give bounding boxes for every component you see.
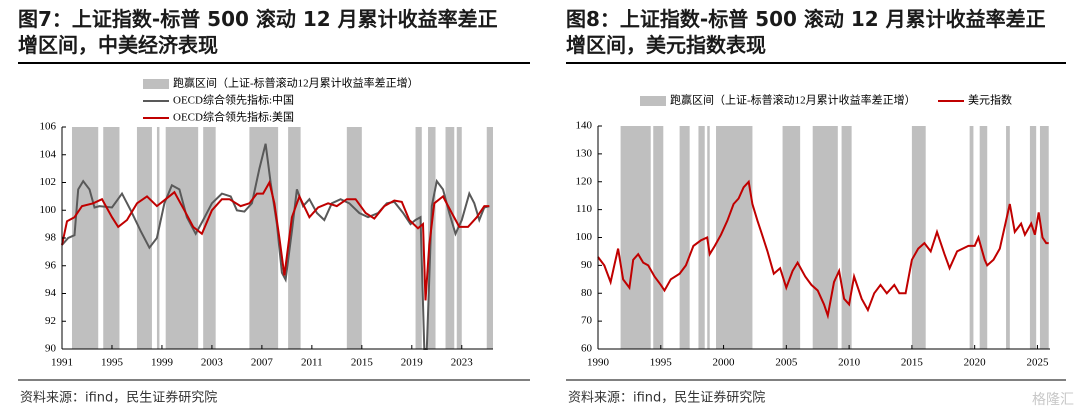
band bbox=[203, 127, 216, 349]
band bbox=[698, 126, 705, 349]
y-tick-label: 90 bbox=[581, 259, 593, 271]
y-tick-label: 98 bbox=[45, 232, 57, 244]
x-tick-label: 2011 bbox=[301, 357, 323, 369]
x-tick-label: 1995 bbox=[650, 357, 673, 369]
band bbox=[911, 126, 926, 349]
y-tick-label: 120 bbox=[576, 175, 593, 187]
x-tick-label: 2000 bbox=[713, 357, 736, 369]
x-tick-label: 2023 bbox=[451, 357, 474, 369]
chart-title: 图7：上证指数-标普 500 滚动 12 月累计收益率差正增区间，中美经济表现 bbox=[18, 7, 498, 57]
x-tick-label: 1991 bbox=[51, 357, 73, 369]
legend-swatch bbox=[143, 79, 169, 89]
legend-label: 美元指数 bbox=[968, 93, 1012, 107]
band bbox=[156, 127, 160, 349]
band bbox=[288, 127, 301, 349]
band bbox=[620, 126, 651, 349]
y-tick-label: 80 bbox=[581, 287, 593, 299]
y-tick-label: 70 bbox=[581, 315, 593, 327]
band bbox=[456, 127, 462, 349]
y-tick-label: 130 bbox=[576, 147, 593, 159]
x-tick-label: 1995 bbox=[101, 357, 124, 369]
band bbox=[1039, 126, 1049, 349]
x-tick-label: 2007 bbox=[251, 357, 274, 369]
x-tick-label: 2015 bbox=[351, 357, 374, 369]
band bbox=[679, 126, 690, 349]
band bbox=[249, 127, 279, 349]
legend-label: OECD综合领先指标:中国 bbox=[173, 93, 294, 107]
x-tick-label: 2019 bbox=[401, 357, 424, 369]
x-tick-label: 2003 bbox=[201, 357, 224, 369]
band bbox=[1029, 126, 1037, 349]
band bbox=[103, 127, 120, 349]
source: 资料来源：ifind，民生证券研究院 bbox=[20, 390, 217, 406]
series-line bbox=[61, 179, 490, 301]
x-tick-label: 1999 bbox=[151, 357, 174, 369]
band bbox=[1006, 126, 1010, 349]
series-line bbox=[597, 179, 1049, 320]
x-tick-label: 2025 bbox=[1026, 357, 1049, 369]
band bbox=[841, 126, 852, 349]
legend-label: 跑赢区间（上证-标普滚动12月累计收益率差正增） bbox=[670, 93, 916, 107]
y-tick-label: 100 bbox=[40, 204, 57, 216]
series-line bbox=[61, 143, 490, 350]
y-tick-label: 102 bbox=[40, 176, 57, 188]
band bbox=[812, 126, 838, 349]
x-tick-label: 2015 bbox=[901, 357, 924, 369]
band bbox=[716, 126, 753, 349]
x-tick-label: 2005 bbox=[775, 357, 798, 369]
chart-title: 图8：上证指数-标普 500 滚动 12 月累计收益率差正增区间，美元指数表现 bbox=[566, 7, 1046, 57]
band bbox=[445, 127, 455, 349]
band bbox=[979, 126, 988, 349]
y-tick-label: 110 bbox=[576, 203, 593, 215]
watermark: 格隆汇 bbox=[1032, 392, 1074, 408]
y-tick-label: 60 bbox=[581, 343, 593, 355]
y-tick-label: 90 bbox=[45, 343, 57, 355]
band bbox=[707, 126, 710, 349]
source: 资料来源：ifind，民生证券研究院 bbox=[568, 390, 765, 406]
y-tick-label: 96 bbox=[45, 259, 57, 271]
band bbox=[428, 127, 436, 349]
x-tick-label: 2010 bbox=[838, 357, 861, 369]
y-tick-label: 94 bbox=[45, 287, 57, 299]
band bbox=[346, 127, 362, 349]
band bbox=[486, 127, 493, 349]
band bbox=[165, 127, 199, 349]
legend-label: OECD综合领先指标:美国 bbox=[173, 110, 294, 124]
x-tick-label: 1990 bbox=[587, 357, 610, 369]
band bbox=[969, 126, 974, 349]
band bbox=[653, 126, 664, 349]
legend-swatch bbox=[640, 96, 666, 106]
y-tick-label: 140 bbox=[576, 120, 593, 132]
y-tick-label: 106 bbox=[40, 121, 57, 133]
x-tick-label: 2020 bbox=[964, 357, 987, 369]
band bbox=[71, 127, 99, 349]
legend-label: 跑赢区间（上证-标普滚动12月累计收益率差正增） bbox=[173, 76, 419, 90]
band bbox=[782, 126, 801, 349]
band bbox=[415, 127, 422, 349]
y-tick-label: 92 bbox=[45, 315, 56, 327]
y-tick-label: 104 bbox=[40, 148, 57, 160]
y-tick-label: 100 bbox=[576, 231, 593, 243]
